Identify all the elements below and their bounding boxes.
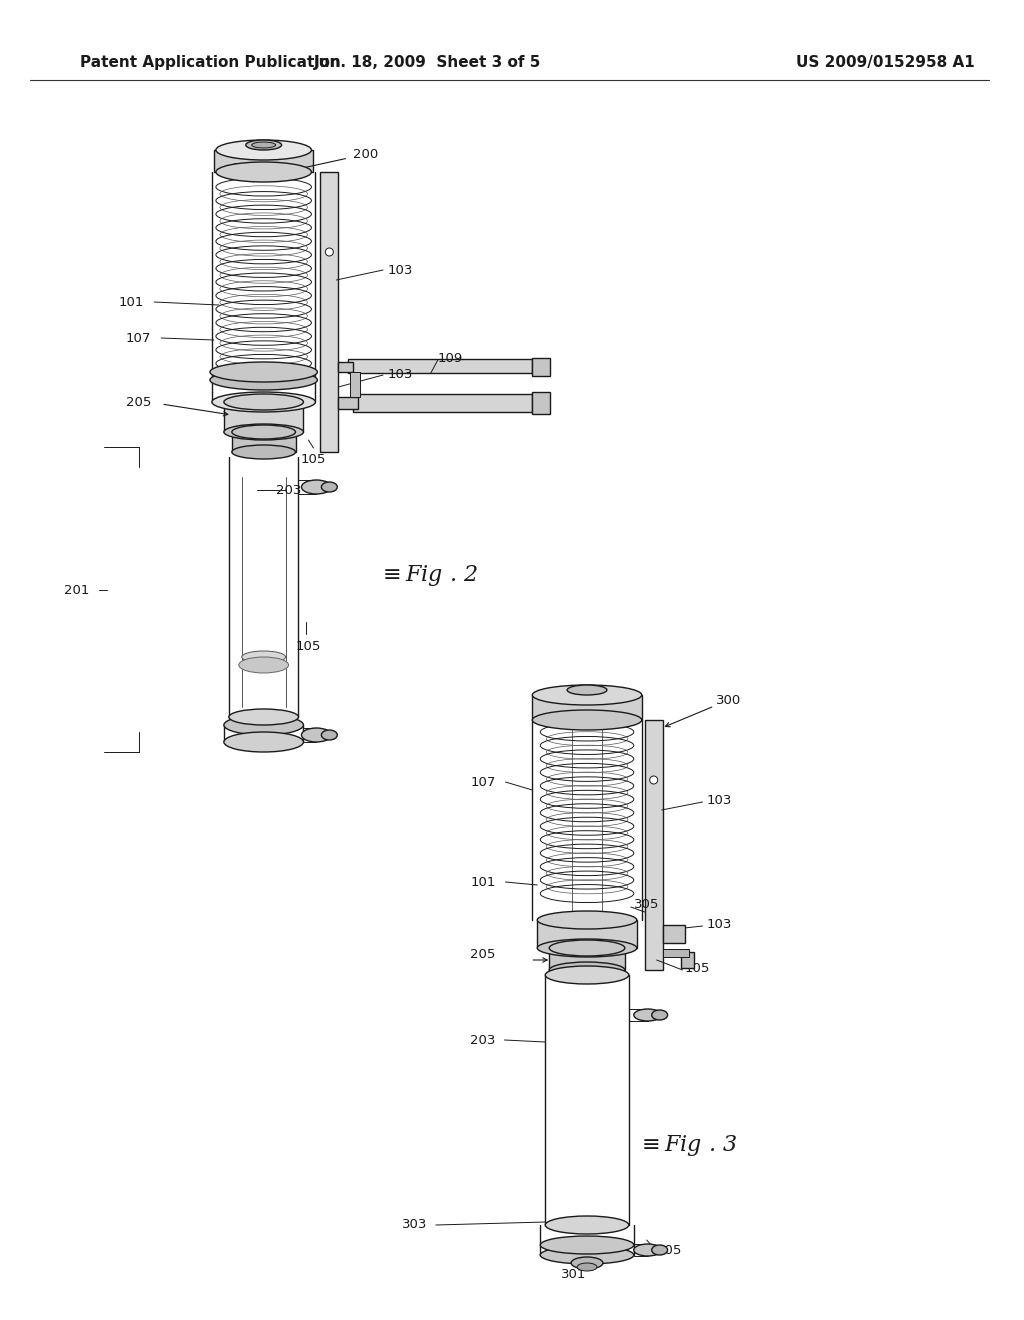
Text: US 2009/0152958 A1: US 2009/0152958 A1 bbox=[796, 54, 975, 70]
Text: 101: 101 bbox=[119, 296, 144, 309]
Bar bbox=[353, 393, 532, 412]
Text: $\equiv$Fig . 3: $\equiv$Fig . 3 bbox=[637, 1133, 737, 1158]
Bar bbox=[350, 372, 360, 397]
Bar bbox=[348, 359, 532, 374]
Bar bbox=[532, 696, 642, 719]
Text: 103: 103 bbox=[388, 264, 414, 276]
Text: 103: 103 bbox=[707, 793, 732, 807]
Text: 105: 105 bbox=[656, 1243, 682, 1257]
Text: 111: 111 bbox=[233, 161, 258, 174]
Ellipse shape bbox=[538, 939, 637, 957]
Bar bbox=[338, 362, 353, 372]
Ellipse shape bbox=[549, 962, 625, 978]
Ellipse shape bbox=[545, 966, 629, 983]
Text: 103: 103 bbox=[707, 919, 732, 932]
Ellipse shape bbox=[651, 1010, 668, 1020]
Text: 205: 205 bbox=[126, 396, 152, 408]
Ellipse shape bbox=[212, 392, 315, 412]
Bar bbox=[663, 925, 684, 942]
Text: 200: 200 bbox=[353, 149, 379, 161]
Text: 105: 105 bbox=[684, 962, 710, 975]
Text: 300: 300 bbox=[717, 693, 741, 706]
Ellipse shape bbox=[541, 1236, 634, 1254]
Bar bbox=[214, 150, 313, 172]
Ellipse shape bbox=[210, 362, 317, 381]
Ellipse shape bbox=[228, 709, 298, 725]
Bar bbox=[663, 949, 688, 957]
Text: 109: 109 bbox=[438, 351, 463, 364]
Text: 103: 103 bbox=[388, 368, 414, 381]
Ellipse shape bbox=[252, 143, 275, 148]
Ellipse shape bbox=[231, 425, 296, 440]
Ellipse shape bbox=[567, 685, 607, 696]
Ellipse shape bbox=[216, 162, 311, 182]
Bar bbox=[681, 952, 694, 968]
Text: 111: 111 bbox=[561, 686, 587, 700]
Text: 303: 303 bbox=[402, 1218, 428, 1232]
Text: 105: 105 bbox=[301, 453, 326, 466]
Ellipse shape bbox=[301, 729, 332, 742]
Text: 101: 101 bbox=[470, 875, 496, 888]
Ellipse shape bbox=[210, 370, 317, 389]
Bar bbox=[231, 432, 296, 451]
Bar bbox=[549, 948, 625, 970]
Text: 107: 107 bbox=[126, 331, 152, 345]
Bar bbox=[538, 920, 637, 948]
Ellipse shape bbox=[578, 1263, 597, 1271]
Text: 107: 107 bbox=[470, 776, 496, 788]
Bar bbox=[224, 403, 303, 432]
Bar bbox=[645, 719, 663, 970]
Ellipse shape bbox=[651, 1245, 668, 1255]
Ellipse shape bbox=[246, 140, 282, 150]
Ellipse shape bbox=[538, 911, 637, 929]
Text: Jun. 18, 2009  Sheet 3 of 5: Jun. 18, 2009 Sheet 3 of 5 bbox=[314, 54, 542, 70]
Bar bbox=[321, 172, 338, 451]
Bar bbox=[532, 392, 550, 414]
Ellipse shape bbox=[231, 445, 296, 459]
Ellipse shape bbox=[242, 651, 286, 663]
Text: 105: 105 bbox=[296, 640, 322, 653]
Ellipse shape bbox=[545, 1216, 629, 1234]
Text: 203: 203 bbox=[275, 483, 301, 496]
Text: 301: 301 bbox=[561, 1269, 587, 1282]
Ellipse shape bbox=[322, 482, 337, 492]
Text: 305: 305 bbox=[634, 899, 659, 912]
Ellipse shape bbox=[649, 776, 657, 784]
Ellipse shape bbox=[326, 248, 334, 256]
Text: 201: 201 bbox=[65, 583, 89, 597]
Ellipse shape bbox=[239, 657, 289, 673]
Ellipse shape bbox=[549, 940, 625, 956]
Ellipse shape bbox=[571, 1257, 603, 1269]
Bar bbox=[338, 397, 358, 409]
Ellipse shape bbox=[224, 715, 303, 735]
Text: $\equiv$Fig . 2: $\equiv$Fig . 2 bbox=[378, 562, 478, 587]
Ellipse shape bbox=[301, 480, 332, 494]
Bar bbox=[532, 358, 550, 376]
Text: Patent Application Publication: Patent Application Publication bbox=[80, 54, 340, 70]
Ellipse shape bbox=[224, 393, 303, 411]
Text: 205: 205 bbox=[470, 949, 496, 961]
Ellipse shape bbox=[224, 424, 303, 440]
Ellipse shape bbox=[634, 1008, 662, 1020]
Ellipse shape bbox=[532, 710, 642, 730]
Ellipse shape bbox=[216, 140, 311, 160]
Ellipse shape bbox=[532, 685, 642, 705]
Ellipse shape bbox=[224, 733, 303, 752]
Ellipse shape bbox=[541, 1246, 634, 1265]
Ellipse shape bbox=[634, 1243, 662, 1257]
Text: 203: 203 bbox=[470, 1034, 496, 1047]
Ellipse shape bbox=[322, 730, 337, 741]
